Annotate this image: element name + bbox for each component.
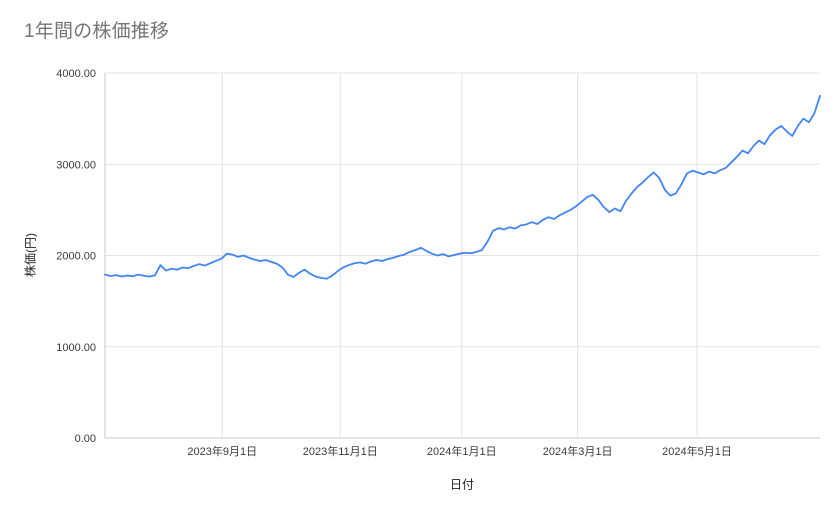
y-tick-label: 4000.00 — [56, 68, 96, 80]
y-axis-title: 株価(円) — [23, 233, 38, 277]
x-tick-label: 2023年9月1日 — [187, 444, 257, 458]
y-tick-label: 1000.00 — [56, 342, 96, 354]
x-tick-label: 2024年3月1日 — [543, 444, 613, 458]
x-tick-label: 2024年5月1日 — [662, 444, 732, 458]
y-tick-label: 3000.00 — [56, 159, 96, 171]
x-tick-label: 2024年1月1日 — [427, 444, 497, 458]
y-tick-label: 2000.00 — [56, 251, 96, 263]
x-axis-title: 日付 — [449, 477, 475, 492]
y-tick-label: 0.00 — [75, 433, 96, 445]
x-tick-label: 2023年11月1日 — [303, 444, 378, 458]
chart-title: 1年間の株価推移 — [24, 21, 170, 42]
price-line — [104, 94, 821, 280]
